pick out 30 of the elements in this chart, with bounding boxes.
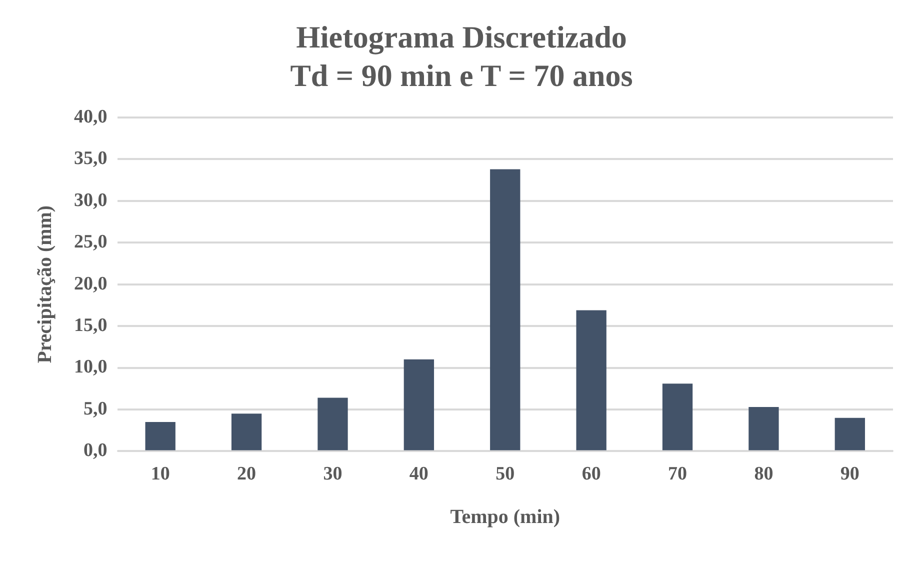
x-tick-label: 30 [323,464,342,485]
bar [576,310,606,450]
x-axis-title: Tempo (min) [450,506,560,528]
x-tick-label: 10 [150,464,170,485]
chart-title: Hietograma Discretizado Td = 90 min e T = 70 anos [290,19,633,94]
bar [231,414,262,450]
bar [662,384,693,450]
x-tick-label: 40 [409,464,428,485]
bar [490,169,520,450]
x-tick-label: 90 [840,464,860,485]
bar [834,418,865,450]
x-tick-label: 60 [582,464,601,485]
x-tick-label: 70 [668,464,688,485]
y-tick-label: 5,0 [84,398,108,420]
bar [748,406,779,450]
y-tick-label: 20,0 [74,273,108,294]
x-tick-label: 50 [496,464,515,485]
y-tick-label: 10,0 [74,356,108,378]
bar [145,422,176,450]
x-tick-label: 80 [754,464,774,485]
y-tick-label: 25,0 [74,232,108,253]
bar [404,359,434,450]
y-axis-title: Precipitação (mm) [34,205,56,364]
y-tick-label: 0,0 [84,440,108,462]
bar [318,398,348,450]
y-tick-label: 35,0 [74,148,108,170]
y-tick-label: 40,0 [74,106,108,128]
y-tick-label: 15,0 [74,314,108,336]
x-tick-label: 20 [237,464,256,485]
y-tick-label: 30,0 [74,190,108,211]
